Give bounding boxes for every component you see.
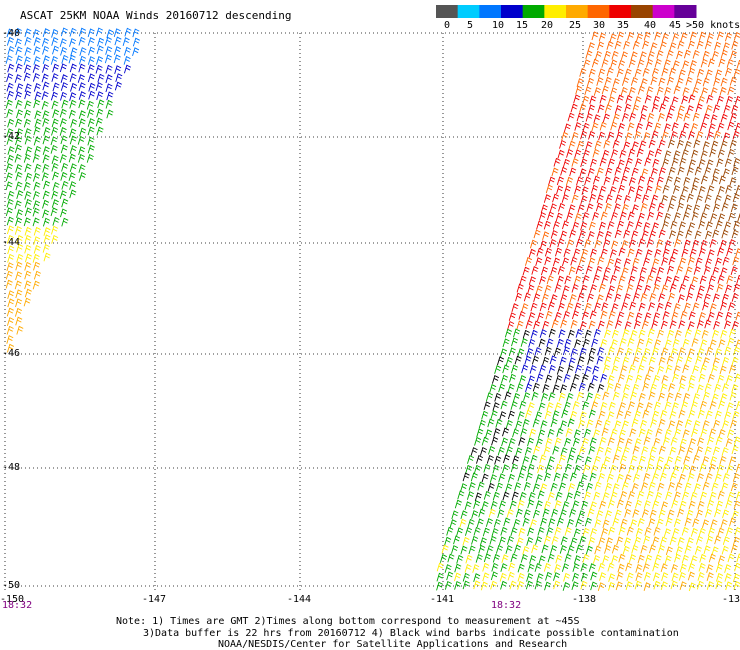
colorbar-swatch [587, 5, 610, 18]
colorbar-label: >50 knots [686, 20, 740, 31]
lat-label-42: -42 [2, 131, 21, 142]
lon-label-141: -141 [430, 594, 455, 605]
colorbar-label: 45 [668, 20, 682, 31]
colorbar-label: 20 [540, 20, 554, 31]
lon-label-144: -144 [287, 594, 312, 605]
lat-lon-grid [4, 32, 740, 590]
note-line-1: Note: 1) Times are GMT 2)Times along bot… [116, 616, 580, 627]
lat-label-46: -46 [2, 348, 21, 359]
colorbar-label: 15 [515, 20, 529, 31]
lon-label-147: -147 [142, 594, 167, 605]
note-line-3: NOAA/NESDIS/Center for Satellite Applica… [218, 639, 568, 650]
colorbar-swatch [609, 5, 632, 18]
colorbar-label: 35 [616, 20, 630, 31]
lat-label-48: -48 [2, 462, 21, 473]
map-title: ASCAT 25KM NOAA Winds 20160712 descendin… [20, 9, 292, 22]
lat-label-50: -50 [2, 580, 21, 591]
lat-label-44: -44 [2, 237, 21, 248]
colorbar-label: 30 [592, 20, 606, 31]
lat-label-40: -40 [2, 28, 21, 39]
lon-label-13: -13 [722, 594, 740, 605]
colorbar-swatch [501, 5, 524, 18]
colorbar [436, 5, 697, 18]
note-line-2: 3)Data buffer is 22 hrs from 20160712 4)… [143, 628, 679, 639]
colorbar-label: 25 [568, 20, 582, 31]
colorbar-swatch [566, 5, 589, 18]
wind-barbs [5, 27, 740, 592]
colorbar-swatch [479, 5, 502, 18]
colorbar-swatch [674, 5, 697, 18]
colorbar-swatch [631, 5, 654, 18]
colorbar-label: 10 [491, 20, 505, 31]
colorbar-swatch [457, 5, 480, 18]
colorbar-swatch [436, 5, 459, 18]
colorbar-swatch [522, 5, 545, 18]
lon-label-150: -150 [0, 594, 25, 605]
swath-time-right: 18:32 [491, 600, 522, 611]
colorbar-swatch [652, 5, 675, 18]
colorbar-swatch [544, 5, 567, 18]
lon-label-138: -138 [572, 594, 597, 605]
colorbar-label: 0 [443, 20, 451, 31]
colorbar-label: 40 [643, 20, 657, 31]
colorbar-label: 5 [466, 20, 474, 31]
swath-time-left: 18:32 [2, 600, 33, 611]
